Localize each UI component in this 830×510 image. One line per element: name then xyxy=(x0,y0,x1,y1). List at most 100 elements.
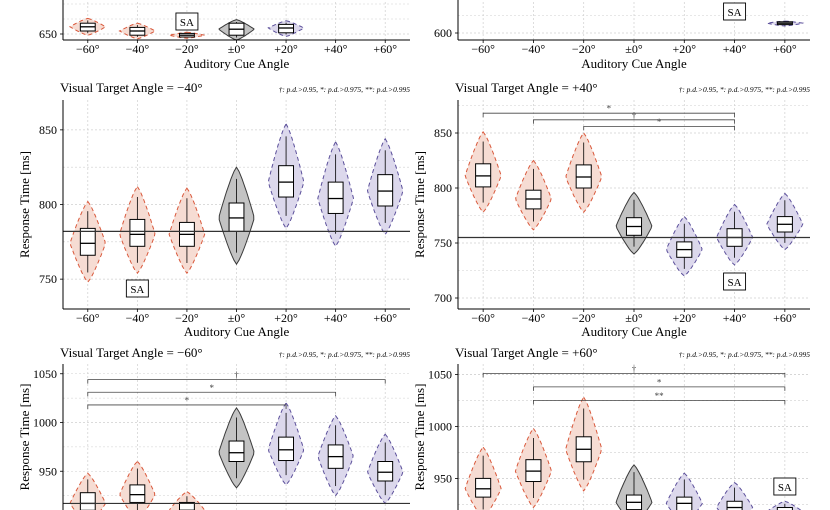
y-axis-label: Response Time [ms] xyxy=(17,151,32,258)
significance-bracket xyxy=(533,119,735,124)
significance-note: †: p.d.>0.95, *: p.d.>0.975, **: p.d.>0.… xyxy=(279,85,411,94)
x-tick-label: −20° xyxy=(572,42,596,56)
x-tick-label: −20° xyxy=(175,311,199,325)
box-iqr xyxy=(129,484,146,503)
y-tick-label: 1000 xyxy=(428,419,452,433)
x-tick-label: −40° xyxy=(522,42,546,56)
significance-bracket xyxy=(482,372,786,378)
significance-bracket xyxy=(583,126,735,131)
significance-label: * xyxy=(607,104,612,114)
x-axis-label: Auditory Cue Angle xyxy=(184,56,290,71)
sa-label: SA xyxy=(778,482,792,494)
y-tick-label: 650 xyxy=(39,27,57,41)
significance-label: ** xyxy=(655,391,665,401)
box-iqr xyxy=(228,202,245,232)
violin-panel-middle-right: * † * 700 750 800 850 −60° −40° −20° ±0° +20° +40° +6… xyxy=(412,80,810,339)
y-tick-label: 950 xyxy=(434,471,452,485)
violins xyxy=(68,17,305,40)
x-tick-label: −40° xyxy=(522,311,546,325)
panel-title: Visual Target Angle = −60° xyxy=(60,345,203,360)
violin-panel-top-right: 600 −60° −40° −20° ±0° +20° +40° +60° Auditory C… xyxy=(434,0,810,71)
x-tick-label: +20° xyxy=(274,42,298,56)
x-tick-label: +60° xyxy=(773,311,797,325)
x-tick-label: +20° xyxy=(672,311,696,325)
panel-title: Visual Target Angle = +40° xyxy=(455,80,598,95)
y-axis-label: Response Time [ms] xyxy=(412,384,427,491)
x-tick-label: −60° xyxy=(471,42,495,56)
panel-grid xyxy=(458,0,810,40)
box-iqr xyxy=(475,477,492,498)
violin-panel-top-left: 650 −60° −40° −20° ±0° +20° +40° +60° Auditory C… xyxy=(39,0,410,71)
significance-bracket xyxy=(482,112,735,118)
significance-bracket xyxy=(87,404,287,409)
y-axis-label: Response Time [ms] xyxy=(17,384,32,491)
y-tick-label: 850 xyxy=(39,123,57,137)
x-tick-label: ±0° xyxy=(625,311,643,325)
box-iqr xyxy=(278,436,295,462)
x-tick-label: ±0° xyxy=(228,42,246,56)
x-tick-label: +40° xyxy=(324,42,348,56)
box-iqr xyxy=(726,500,743,510)
sa-label: SA xyxy=(130,284,144,296)
x-tick-label: −60° xyxy=(76,42,100,56)
sa-box xyxy=(723,2,747,21)
significance-bracket xyxy=(87,379,386,384)
box-iqr xyxy=(327,181,344,214)
x-tick-label: ±0° xyxy=(228,311,246,325)
box-iqr xyxy=(776,507,793,510)
box-iqr xyxy=(79,227,96,256)
significance-bracket xyxy=(533,386,786,391)
y-tick-label: 1000 xyxy=(33,416,57,430)
x-axis-label: Auditory Cue Angle xyxy=(581,324,687,339)
x-tick-label: −20° xyxy=(572,311,596,325)
x-tick-label: +40° xyxy=(723,42,747,56)
y-tick-label: 600 xyxy=(434,26,452,40)
x-tick-label: −60° xyxy=(471,311,495,325)
significance-label: † xyxy=(632,364,637,374)
sa-box xyxy=(723,272,747,291)
y-tick-label: 950 xyxy=(39,464,57,478)
significance-label: * xyxy=(185,395,190,405)
violins xyxy=(458,131,810,277)
significance-note: †: p.d.>0.95, *: p.d.>0.975, **: p.d.>0.… xyxy=(279,350,411,359)
box-iqr xyxy=(377,174,394,207)
sa-box xyxy=(773,477,797,496)
x-tick-label: +20° xyxy=(274,311,298,325)
sa-label: SA xyxy=(728,7,742,19)
violins xyxy=(63,402,410,510)
significance-label: † xyxy=(632,110,637,120)
violin-panel-middle-left: 750 800 850 −60° −40° −20° ±0° +20° +40° +60° Audi… xyxy=(17,80,410,339)
sa-box xyxy=(125,279,149,298)
x-tick-label: +60° xyxy=(373,311,397,325)
significance-label: † xyxy=(234,370,239,380)
significance-label: * xyxy=(657,117,662,127)
box-iqr xyxy=(377,461,394,482)
significance-note: †: p.d.>0.95, *: p.d.>0.975, **: p.d.>0.… xyxy=(679,350,811,359)
x-tick-label: −40° xyxy=(126,42,150,56)
y-axis-label: Response Time [ms] xyxy=(412,151,427,258)
significance-bracket xyxy=(87,391,337,397)
y-tick-label: 850 xyxy=(434,126,452,140)
y-tick-label: 800 xyxy=(434,181,452,195)
x-tick-label: +60° xyxy=(773,42,797,56)
x-tick-label: −40° xyxy=(126,311,150,325)
box-iqr xyxy=(129,218,146,247)
panel-title: Visual Target Angle = −40° xyxy=(60,80,203,95)
significance-label: * xyxy=(209,383,214,393)
panel-grid xyxy=(63,0,410,40)
x-tick-label: +60° xyxy=(373,42,397,56)
x-tick-label: +20° xyxy=(672,42,696,56)
x-tick-label: +40° xyxy=(324,311,348,325)
x-tick-label: ±0° xyxy=(625,42,643,56)
significance-bracket xyxy=(533,400,786,405)
x-tick-label: −60° xyxy=(76,311,100,325)
violins xyxy=(765,20,805,27)
sa-label: SA xyxy=(180,17,194,29)
box-iqr xyxy=(278,165,295,198)
violins xyxy=(464,396,802,510)
box-iqr xyxy=(228,440,245,462)
violins xyxy=(63,122,410,283)
